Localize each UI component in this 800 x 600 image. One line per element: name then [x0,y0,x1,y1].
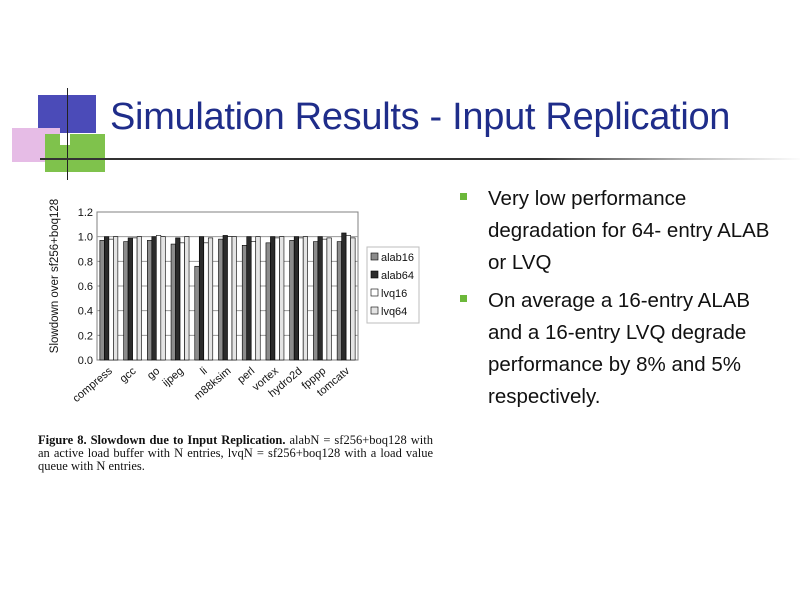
x-tick-label: m88ksim [192,365,233,402]
bar-lvq16-li [203,242,209,361]
x-tick-label: gcc [118,365,139,386]
bar-alab64-hydro2d [293,236,299,361]
legend-swatch-lvq16 [370,288,379,297]
bullet-item: On average a 16-entry ALAB and a 16-entr… [458,285,778,413]
bar-alab64-m88ksim [222,235,228,361]
bar-lvq64-vortex [279,236,285,361]
decor-vertical-line [67,88,68,180]
caption-title: Figure 8. Slowdown due to Input Replicat… [38,433,286,447]
caption-text: alabN = sf256+boq128 with an active load… [38,433,433,473]
bar-lvq64-gcc [136,236,142,361]
decor-square-white [60,133,70,145]
slowdown-bar-chart: 0.0 0.2 0.4 0.6 0.8 1.0 1.2 Slowdown over sf256… [49,199,420,405]
bar-lvq16-tomcatv [345,235,351,361]
bar-alab16-fpppp [313,241,319,361]
bar-alab64-gcc [127,237,133,361]
bullet-text: On average a 16-entry ALAB and a 16-entr… [488,289,751,408]
x-tick-label: ijpeg [160,365,186,389]
bar-lvq64-m88ksim [231,236,237,361]
bar-alab16-perl [241,244,248,361]
bullet-item: Very low performance degradation for 64-… [458,183,778,279]
square-bullet-icon [460,193,467,200]
title-underline [40,158,800,160]
legend-swatch-alab16 [370,252,379,261]
bar-lvq16-ijpeg [179,242,185,361]
y-tick-label: 1.2 [78,207,93,219]
bar-lvq64-compress [113,236,119,361]
y-tick-label: 0.6 [78,281,93,293]
bar-lvq16-perl [250,241,257,361]
bar-lvq16-compress [108,238,114,361]
bar-alab16-ijpeg [170,243,176,361]
bar-alab16-vortex [265,242,271,361]
bar-lvq64-tomcatv [350,237,356,361]
bar-alab64-go [151,236,157,361]
legend-label-alab16: alab16 [381,252,414,264]
bar-alab16-li [194,265,200,361]
bar-lvq16-fpppp [322,238,328,361]
square-bullet-icon [460,295,467,302]
bar-alab64-vortex [270,236,276,361]
bar-alab64-ijpeg [175,237,181,361]
bar-lvq16-go [156,235,162,361]
y-tick-label: 0.0 [78,355,93,367]
bar-alab64-compress [104,236,110,361]
bullet-list: Very low performance degradation for 64-… [458,183,778,419]
y-tick-label: 0.2 [78,330,93,342]
bar-lvq64-go [160,236,166,361]
bar-alab64-fpppp [317,236,323,361]
bar-lvq64-fpppp [326,237,332,361]
bar-alab16-hydro2d [289,240,295,361]
legend-label-lvq64: lvq64 [381,306,407,318]
y-tick-label: 0.8 [78,256,93,268]
bar-alab16-m88ksim [218,238,224,361]
bar-alab64-li [198,236,205,361]
bar-lvq16-m88ksim [227,236,233,361]
legend-label-alab64: alab64 [381,270,414,282]
legend-swatch-lvq64 [370,306,379,315]
bar-lvq16-hydro2d [298,237,304,361]
bar-lvq16-vortex [274,237,280,361]
bar-lvq64-perl [255,236,261,361]
bar-lvq64-li [207,237,214,361]
bar-lvq64-hydro2d [302,236,308,361]
slide-title: Simulation Results - Input Replication [110,96,731,138]
legend-swatch-alab64 [370,270,379,279]
y-tick-label: 1.0 [78,232,93,244]
bar-lvq64-ijpeg [184,236,190,361]
bar-alab64-perl [246,236,252,361]
y-axis-label: Slowdown over sf256+boq128 [49,199,61,353]
figure-caption: Figure 8. Slowdown due to Input Replicat… [38,434,433,473]
y-tick-label: 0.4 [78,306,93,318]
decor-square-green [45,134,105,172]
x-tick-label: compress [71,365,116,405]
bar-alab16-compress [99,240,105,361]
bar-alab64-tomcatv [341,232,347,361]
bar-alab16-tomcatv [336,241,342,361]
bullet-text: Very low performance degradation for 64-… [488,187,770,274]
x-tick-label: li [198,365,209,377]
bar-lvq16-gcc [132,237,138,361]
legend-label-lvq16: lvq16 [381,288,407,300]
bar-alab16-go [147,240,153,361]
bar-alab16-gcc [123,241,129,361]
